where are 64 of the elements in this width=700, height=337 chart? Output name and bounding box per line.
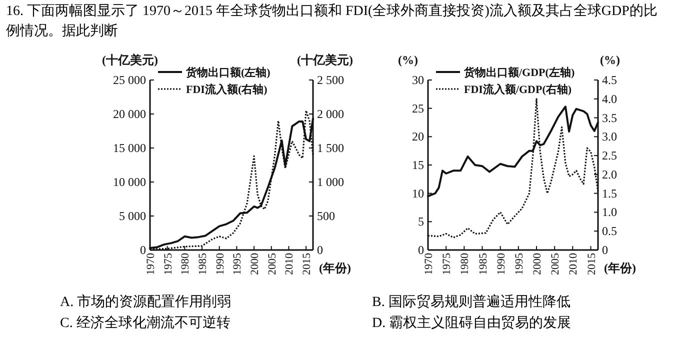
text: D. 霸权主义阻碍自由贸易的发展 [372,314,572,332]
y2-tick-label: 3.0 [602,130,617,144]
y2-tick-label: 0 [602,243,608,257]
x-tick-label: 1970 [145,252,157,275]
y2-tick-label: 1 500 [317,141,344,155]
legend-label: 货物出口额/GDP(左轴) [463,66,575,79]
x-tick-label: 2010 [284,252,296,275]
x-tick-label: 1975 [162,252,174,275]
x-tick-label: 1990 [214,252,226,275]
y2-tick-label: 3.5 [602,110,617,125]
x-tick-label: 1985 [477,252,490,275]
y2-tick-label: 1.5 [602,186,617,200]
y-tick-label: 25 [412,101,424,116]
y-axis-title: (%) [398,53,418,67]
legend-label: FDI流入额(右轴) [186,83,268,96]
y-axis-title: (十亿美元) [102,53,158,67]
y2-tick-label: 500 [317,209,335,223]
y-tick-label: 15 000 [113,141,146,155]
y2-tick-label: 4.5 [602,73,617,87]
y2-tick-label: 1.0 [602,205,617,220]
y2-tick-label: 2 500 [317,73,344,87]
y-tick-label: 20 [412,130,424,144]
y-tick-label: 15 [412,158,424,172]
x-tick-label: 1995 [232,252,244,275]
legend-label: 货物出口额(左轴) [185,66,271,79]
y-tick-label: 0 [140,243,146,257]
y-tick-label: 25 000 [113,73,146,87]
x-tick-label: 2000 [249,252,262,275]
x-tick-label: 2005 [550,252,562,275]
y-tick-label: 10 [412,186,424,200]
text: A. 市场的资源配置作用削弱 [60,293,232,311]
x-tick-label: 2015 [301,252,314,275]
x-axis-title: (年份) [604,261,636,275]
y-tick-label: 20 000 [113,107,146,121]
x-tick-label: 1980 [459,252,472,275]
text: C. 经济全球化潮流不可逆转 [60,314,230,332]
y2-tick-label: 0.5 [602,224,617,238]
y2-tick-label: 4.0 [602,92,617,106]
y-tick-label: 5 000 [119,209,146,223]
y2-axis-title: (%) [600,53,620,67]
y-tick-label: 30 [412,73,424,87]
x-tick-label: 1980 [180,252,192,275]
y2-axis-title: (十亿美元) [297,53,353,67]
x-tick-label: 1970 [423,252,435,275]
legend-label: FDI流入额/GDP(右轴) [464,83,572,96]
text: B. 国际贸易规则普遍适用性降低 [372,293,570,311]
x-tick-label: 1995 [513,252,526,275]
chart-title: 16. 下面两幅图显示了 1970～2015 年全球货物出口额和 FDI(全球外商直接投资)流入额及其占全球GDP的比例情况。据此判断 [6,2,658,41]
x-tick-label: 1975 [441,252,454,275]
x-tick-label: 2015 [586,252,598,275]
y2-tick-label: 2.0 [602,167,617,182]
x-axis-title: (年份) [319,261,351,275]
y2-tick-label: 0 [317,243,323,257]
y2-tick-label: 2 000 [317,107,344,121]
x-tick-label: 1990 [495,252,508,275]
x-tick-label: 2000 [532,252,544,275]
y-tick-label: 5 [418,214,424,229]
y2-tick-label: 1 000 [317,175,344,189]
y2-tick-label: 2.5 [602,148,617,163]
y-tick-label: 0 [418,243,424,257]
x-tick-label: 2010 [568,252,580,275]
x-tick-label: 2005 [266,252,278,275]
y-tick-label: 10 000 [113,175,146,189]
x-tick-label: 1985 [197,252,210,275]
